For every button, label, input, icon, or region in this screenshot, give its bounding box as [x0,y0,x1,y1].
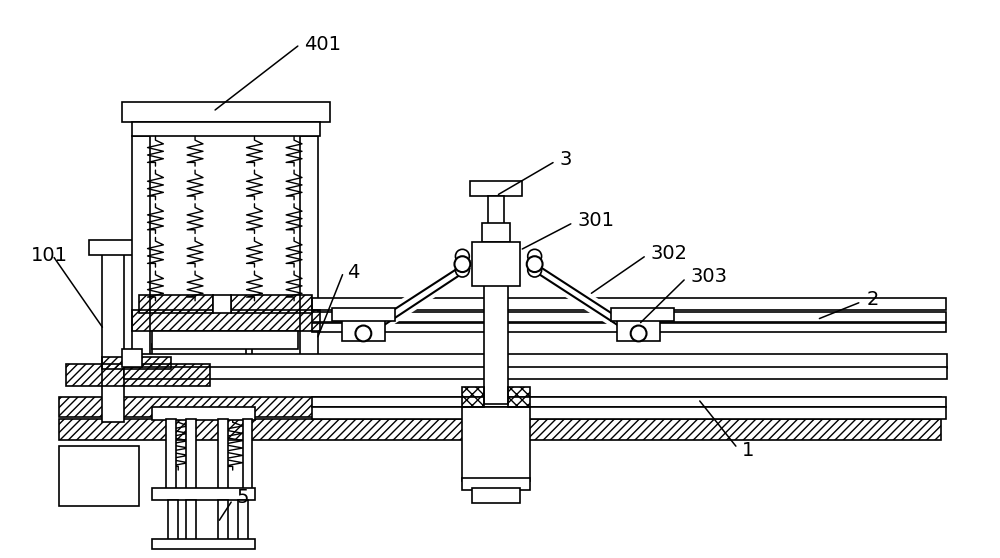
Bar [168,500,178,545]
Bar [238,500,248,545]
Bar [152,407,255,420]
Text: 303: 303 [690,267,727,286]
Bar [59,446,139,506]
Bar [132,122,320,137]
Bar [617,320,660,341]
Bar [231,295,312,312]
Bar [186,418,196,498]
Text: 1: 1 [742,441,754,460]
Circle shape [455,249,469,263]
Bar [332,307,395,321]
Bar [186,500,196,545]
Circle shape [528,249,542,263]
Bar [152,344,246,356]
Bar [122,102,330,122]
Bar [132,310,320,331]
Bar [213,295,231,312]
Bar [342,320,385,341]
Bar [59,397,941,417]
Bar [312,323,946,333]
Bar [122,349,142,367]
Circle shape [631,325,647,341]
Bar [102,246,124,421]
Bar [482,223,510,242]
Bar [472,488,520,503]
Circle shape [527,256,543,272]
Bar [611,307,674,321]
Bar [218,418,228,498]
Bar [508,387,530,407]
Bar [312,298,946,310]
Bar [152,488,255,500]
Bar [152,331,298,349]
Bar [132,137,150,359]
Bar [462,387,484,407]
Bar [139,295,213,312]
Bar [152,540,255,549]
Bar [300,137,318,359]
Bar [312,397,946,407]
Circle shape [528,263,542,277]
Bar [166,418,176,498]
Bar [218,500,228,545]
Bar [89,240,137,255]
Text: 401: 401 [304,35,341,54]
Text: 3: 3 [559,150,572,169]
Bar [470,181,522,196]
Bar [312,407,946,418]
Text: 101: 101 [31,246,68,264]
Text: 302: 302 [650,244,687,263]
Circle shape [455,263,469,277]
Circle shape [454,256,470,272]
Bar [66,364,210,386]
Bar [124,354,947,368]
Text: 2: 2 [866,290,879,309]
Bar [59,418,941,440]
Bar [484,230,508,404]
Bar [102,357,171,369]
Bar [488,196,504,225]
Circle shape [355,325,371,341]
Bar [472,242,520,286]
Text: 4: 4 [348,263,360,282]
Bar [462,478,530,490]
Bar [312,312,946,321]
Bar [124,367,947,379]
Bar [462,407,530,481]
Text: 5: 5 [237,488,249,507]
Bar [243,418,252,498]
Text: 301: 301 [577,211,614,230]
